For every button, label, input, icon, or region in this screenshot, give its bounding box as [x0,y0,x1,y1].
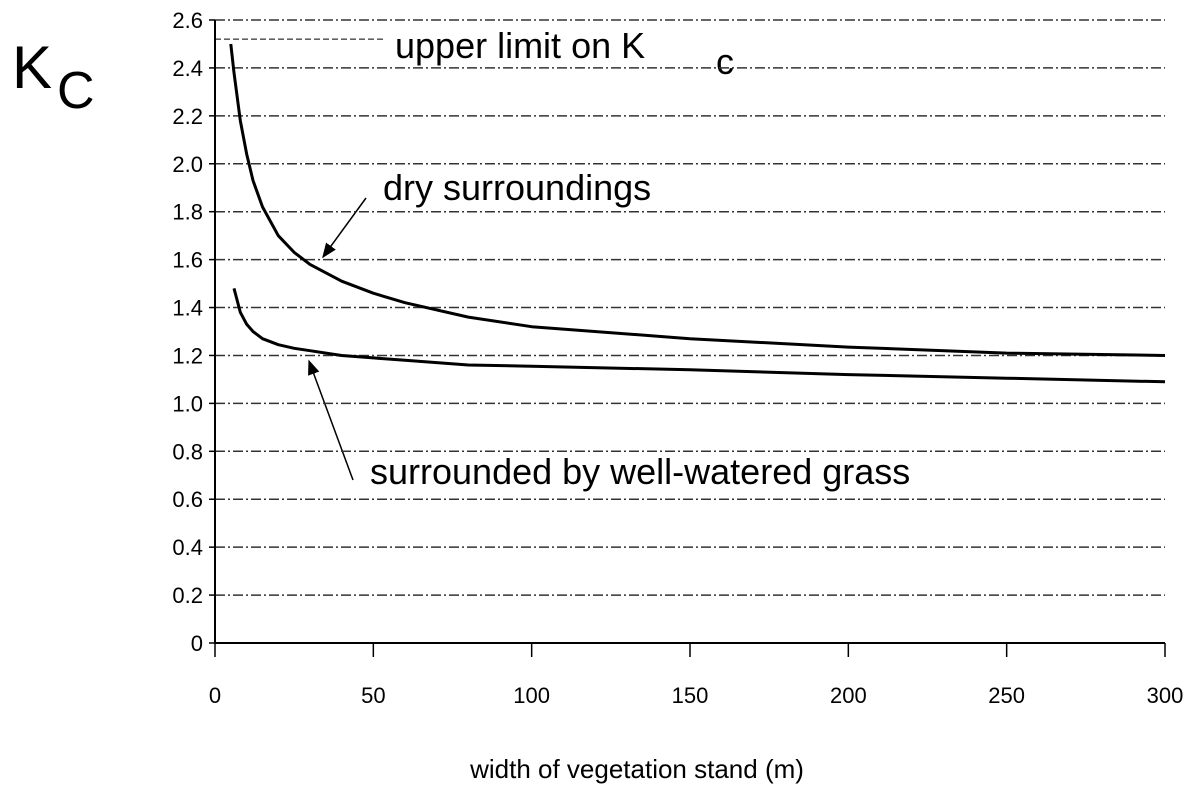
y-axis-label: K [12,34,52,101]
series-line [232,288,1166,384]
y-tick-label: 1.0 [172,391,203,416]
arrow [308,359,354,481]
x-tick-label: 150 [672,683,709,708]
arrow [322,197,367,259]
y-tick-label: 2.0 [172,152,203,177]
y-tick-label: 0.8 [172,439,203,464]
y-tick-label: 2.4 [172,56,203,81]
y-tick-label: 1.4 [172,296,203,321]
x-tick-label: 50 [361,683,385,708]
y-tick-label: 1.8 [172,200,203,225]
annotation: surrounded by well-watered grass [370,451,910,492]
annotation: dry surroundings [383,167,651,208]
x-tick-label: 100 [513,683,550,708]
annotation: upper limit on K [395,25,645,66]
y-tick-label: 2.2 [172,104,203,129]
x-tick-label: 250 [988,683,1025,708]
y-tick-label: 2.6 [172,8,203,33]
y-tick-label: 1.6 [172,248,203,273]
y-axis-label-sub: C [57,62,95,120]
y-tick-label: 0.2 [172,583,203,608]
x-tick-label: 300 [1147,683,1184,708]
annotation-sub: c [716,41,734,82]
y-tick-label: 1.2 [172,343,203,368]
y-tick-label: 0 [191,631,203,656]
y-tick-label: 0.4 [172,535,203,560]
x-tick-label: 0 [209,683,221,708]
series-line [229,43,1166,357]
y-tick-label: 0.6 [172,487,203,512]
x-axis-label: width of vegetation stand (m) [469,754,804,784]
x-tick-label: 200 [830,683,867,708]
